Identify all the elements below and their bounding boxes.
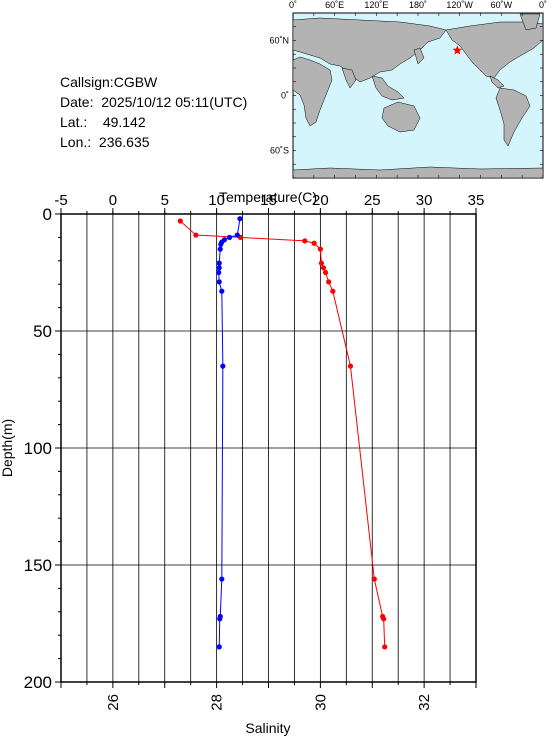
depth-tick-label: 0 bbox=[43, 205, 52, 224]
map-lon-label: 60˚E bbox=[325, 0, 344, 10]
temperature-point bbox=[320, 265, 327, 271]
temperature-point bbox=[371, 576, 377, 582]
temperature-point bbox=[382, 644, 388, 650]
salinity-axis-title: Salinity bbox=[245, 720, 290, 736]
lat-label: Lat.: bbox=[60, 114, 88, 130]
temperature-point bbox=[318, 260, 325, 266]
map-lon-label: 120˚W bbox=[446, 0, 473, 10]
salinity-point bbox=[216, 644, 222, 650]
depth-tick-label: 100 bbox=[24, 439, 52, 458]
map-lon-label: 0˚ bbox=[289, 0, 297, 10]
map-land bbox=[292, 13, 544, 179]
map-longitude-labels: 0˚ 60˚E 120˚E 180˚ 120˚W 60˚W 0˚ bbox=[289, 0, 547, 10]
map-lon-label: 120˚E bbox=[364, 0, 388, 10]
salinity-point bbox=[217, 246, 223, 252]
depth-tick-label: 200 bbox=[24, 673, 52, 692]
map-latitude-labels: 60˚N 0˚ 60˚S bbox=[269, 36, 289, 156]
map-lat-label: 60˚N bbox=[269, 36, 289, 46]
salinity-tick-label: 32 bbox=[416, 694, 433, 711]
land-south-america bbox=[495, 87, 531, 147]
depth-tick-label: 150 bbox=[24, 556, 52, 575]
station-info: Callsign:CGBW Date: 2025/10/12 05:11(UTC… bbox=[60, 72, 247, 152]
salinity-point bbox=[216, 269, 222, 276]
map-lon-label: 60˚W bbox=[491, 0, 513, 10]
land-india bbox=[341, 67, 357, 89]
callsign-row: Callsign:CGBW bbox=[60, 72, 247, 92]
salinity-tick-label: 26 bbox=[105, 694, 122, 711]
salinity-point bbox=[218, 241, 224, 248]
land-se-asia bbox=[371, 75, 405, 101]
salinity-point bbox=[220, 363, 226, 369]
temperature-point bbox=[302, 238, 308, 244]
lon-label: Lon.: bbox=[60, 134, 92, 150]
world-map: 0˚ 60˚E 120˚E 180˚ 120˚W 60˚W 0˚ 60˚N 0˚ 60˚S bbox=[269, 0, 547, 179]
date-value: 2025/10/12 05:11(UTC) bbox=[101, 94, 248, 110]
land-central-america bbox=[489, 75, 505, 89]
temperature-tick-label: 30 bbox=[416, 192, 433, 209]
land-europe-asia bbox=[292, 17, 447, 83]
depth-axis-title: Depth(m) bbox=[0, 419, 15, 477]
depth-axis: 0 50 100 150 200 bbox=[24, 205, 61, 692]
lat-row: Lat.: 49.142 bbox=[60, 112, 247, 132]
temperature-point bbox=[317, 246, 323, 252]
map-lon-label: 0˚ bbox=[539, 0, 547, 10]
temperature-tick-label: 20 bbox=[312, 192, 329, 209]
salinity-point bbox=[237, 216, 243, 222]
salinity-point bbox=[226, 234, 233, 240]
lon-value: 236.635 bbox=[98, 134, 150, 150]
temperature-point bbox=[381, 616, 387, 622]
temperature-tick-label: 35 bbox=[468, 192, 485, 209]
land-australia bbox=[381, 101, 421, 133]
date-row: Date: 2025/10/12 05:11(UTC) bbox=[60, 92, 247, 112]
salinity-point bbox=[216, 265, 222, 271]
map-lat-label: 60˚S bbox=[270, 146, 289, 156]
temperature-point bbox=[311, 240, 317, 246]
temperature-point bbox=[193, 232, 199, 238]
map-lon-label: 180˚ bbox=[409, 0, 427, 10]
temperature-point bbox=[177, 218, 183, 224]
temperature-tick-label: 10 bbox=[208, 192, 225, 209]
salinity-tick-label: 28 bbox=[209, 694, 226, 711]
temperature-axis-title: Temperature(C) bbox=[219, 189, 317, 205]
temperature-tick-label: 5 bbox=[161, 192, 169, 209]
temperature-tick-label: 25 bbox=[364, 192, 381, 209]
callsign-label: Callsign: bbox=[60, 74, 114, 90]
callsign-value: CGBW bbox=[113, 74, 158, 90]
temperature-point bbox=[347, 363, 354, 369]
salinity-profile-line bbox=[218, 218, 241, 647]
depth-tick-label: 50 bbox=[33, 322, 52, 341]
lat-value: 49.142 bbox=[102, 114, 146, 130]
station-marker bbox=[452, 45, 463, 55]
salinity-point bbox=[219, 288, 225, 294]
salinity-tick-label: 30 bbox=[312, 694, 329, 711]
salinity-point bbox=[216, 279, 222, 285]
temperature-tick-label: 15 bbox=[260, 192, 277, 209]
land-greenland bbox=[519, 13, 541, 31]
temperature-tick-label: 0 bbox=[109, 192, 117, 209]
date-label: Date: bbox=[60, 94, 94, 110]
salinity-axis: 26 28 30 32 bbox=[60, 682, 477, 711]
temperature-profile-line bbox=[179, 220, 386, 647]
salinity-point bbox=[217, 616, 223, 622]
temperature-tick-label: -5 bbox=[54, 192, 67, 209]
salinity-point bbox=[234, 232, 240, 238]
salinity-point bbox=[219, 576, 225, 582]
temperature-point bbox=[322, 269, 329, 276]
temperature-point bbox=[330, 288, 336, 294]
salinity-point bbox=[216, 260, 222, 266]
lon-row: Lon.: 236.635 bbox=[60, 132, 247, 152]
land-japan bbox=[413, 47, 425, 65]
profile-series bbox=[177, 216, 388, 650]
temperature-axis: -5 0 5 10 15 20 25 30 35 bbox=[54, 192, 484, 214]
temperature-point bbox=[326, 279, 332, 285]
chart-grid bbox=[60, 214, 477, 682]
map-lat-label: 0˚ bbox=[281, 91, 289, 101]
map-ticks bbox=[292, 12, 544, 179]
land-africa bbox=[292, 56, 333, 127]
